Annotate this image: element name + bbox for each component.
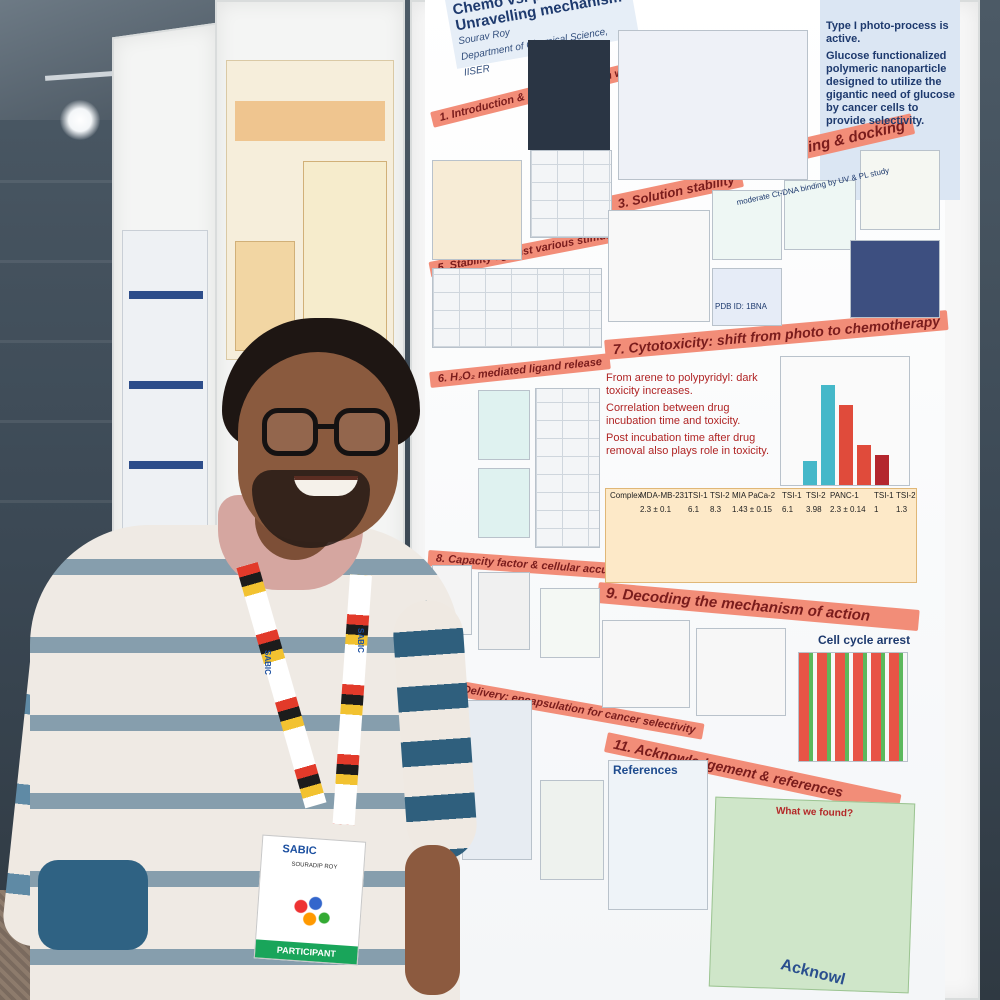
capacity-plot [478, 572, 530, 650]
ceiling-light [60, 100, 100, 140]
badge-name: SOURADIP ROY [291, 861, 338, 871]
3d-bar [803, 461, 817, 485]
table-cell: 2.3 ± 0.14 [830, 505, 866, 514]
poster-band [129, 381, 203, 389]
3d-bar [875, 455, 889, 485]
stability-spectra [608, 210, 710, 322]
microscopy-grid [530, 150, 612, 238]
table-header: Complex [610, 491, 642, 500]
table-header: MDA-MB-231 [640, 491, 689, 500]
table-cell: 1.43 ± 0.15 [732, 505, 772, 514]
docking-structure [712, 268, 782, 326]
cytotoxicity-3d-chart [780, 356, 910, 486]
table-header: TSI-2 [896, 491, 916, 500]
dna-uv-plot [712, 190, 782, 260]
table-cell: 1.3 [896, 505, 908, 514]
cell-cycle-label: Cell cycle arrest [818, 633, 911, 647]
bullet: Type I photo-process is active. [826, 20, 949, 45]
references-label: References [613, 763, 678, 777]
bullet: Post incubation time after drug removal … [606, 432, 770, 457]
references-box: References [608, 760, 708, 910]
badge-artwork [284, 889, 336, 933]
wall-slat [0, 180, 115, 183]
table-header: TSI-2 [806, 491, 826, 500]
table-header: PANC-1 [830, 491, 859, 500]
carpet-floor [0, 890, 130, 1000]
lanyard-text: SABIC [356, 628, 365, 653]
microscopy-grid [528, 40, 610, 150]
delivery-figure [462, 700, 532, 860]
release-plot [478, 390, 530, 460]
dna-pl-plot [784, 180, 856, 250]
poster-box [303, 161, 387, 351]
inhibitor-bar-chart [696, 628, 786, 716]
table-header: TSI-1 [874, 491, 894, 500]
poster-band [129, 291, 203, 299]
mechanism-figure [618, 30, 808, 180]
table-cell: 1 [874, 505, 879, 514]
intro-figure [432, 160, 522, 260]
table-cell: 6.1 [688, 505, 700, 514]
spectra-stack [535, 388, 600, 548]
stimuli-table [432, 268, 602, 348]
pdb-label: PDB ID: 1BNA [715, 302, 768, 311]
wall-slat [0, 500, 115, 503]
bullet: Glucose functionalized polymeric nanopar… [826, 50, 955, 127]
release-plot [478, 468, 530, 538]
badge-logo: SABIC [282, 842, 318, 858]
lanyard-strap-right [332, 574, 372, 826]
middle-poster-title [235, 101, 385, 141]
table-cell: 3.98 [806, 505, 822, 514]
table-cell: 2.3 ± 0.1 [640, 505, 672, 514]
bullet: Correlation between drug incubation time… [606, 402, 741, 427]
table-header: TSI-2 [710, 491, 730, 500]
conference-badge: SABIC SOURADIP ROY PARTICIPANT [253, 834, 367, 966]
dna-binding-plot [860, 150, 940, 230]
poster-box [235, 241, 295, 351]
docking-image [850, 240, 940, 318]
top-right-bullets: Type I photo-process is active. Glucose … [826, 20, 956, 132]
accumulation-bars [432, 565, 472, 635]
bullet: From arene to polypyridyl: dark toxicity… [606, 372, 758, 397]
3d-bar [821, 385, 835, 485]
table-header: TSI-1 [688, 491, 708, 500]
delivery-bars [540, 780, 604, 880]
cell-cycle-chart [798, 652, 908, 762]
table-header: TSI-1 [782, 491, 802, 500]
far-poster [122, 230, 208, 530]
wall-slat [0, 340, 115, 343]
found-label: What we found? [775, 805, 854, 820]
table-header: MIA PaCa-2 [732, 491, 776, 500]
wall-slat [0, 260, 115, 263]
middle-poster [226, 60, 394, 360]
lanyard-strap-left [236, 561, 327, 809]
poster-band [129, 461, 203, 469]
wall-slat [0, 420, 115, 423]
lanyard-text: SABIC [263, 650, 272, 675]
moa-bar-chart [602, 620, 690, 708]
3d-bar [857, 445, 871, 485]
3d-bar [839, 405, 853, 485]
table-cell: 8.3 [710, 505, 722, 514]
badge-role: PARTICIPANT [254, 939, 358, 965]
table-cell: 6.1 [782, 505, 794, 514]
ic50-table: Complex MDA-MB-231 TSI-1 TSI-2 MIA PaCa-… [605, 488, 917, 583]
cytotoxicity-bullets: From arene to polypyridyl: dark toxicity… [606, 372, 776, 462]
3d-bars-green [540, 588, 600, 658]
